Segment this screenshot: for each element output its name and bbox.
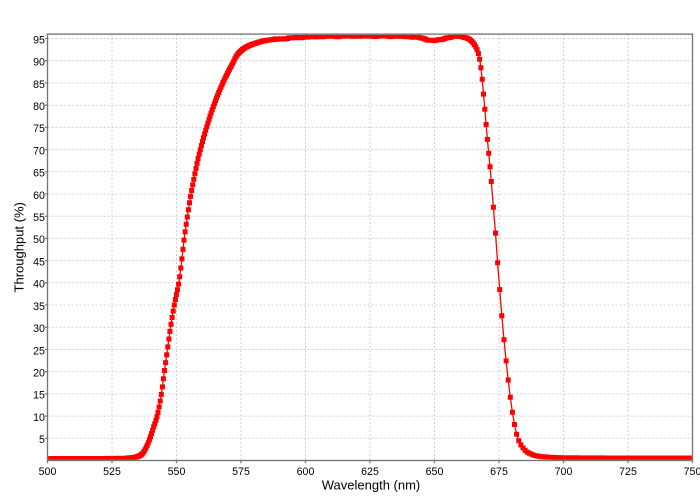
- svg-text:Wavelength (nm): Wavelength (nm): [322, 477, 421, 492]
- svg-text:45: 45: [33, 256, 45, 268]
- svg-text:35: 35: [33, 301, 45, 313]
- svg-text:15: 15: [33, 390, 45, 402]
- svg-text:70: 70: [33, 145, 45, 157]
- svg-text:550: 550: [168, 466, 186, 478]
- svg-text:500: 500: [39, 466, 57, 478]
- svg-text:700: 700: [555, 466, 573, 478]
- svg-text:95: 95: [33, 34, 45, 46]
- svg-text:90: 90: [33, 57, 45, 69]
- svg-text:65: 65: [33, 168, 45, 180]
- svg-text:625: 625: [361, 466, 379, 478]
- svg-text:75: 75: [33, 123, 45, 135]
- svg-text:600: 600: [297, 466, 315, 478]
- svg-text:80: 80: [33, 101, 45, 113]
- svg-text:50: 50: [33, 234, 45, 246]
- svg-text:30: 30: [33, 323, 45, 335]
- svg-text:525: 525: [103, 466, 121, 478]
- svg-text:675: 675: [490, 466, 508, 478]
- svg-text:85: 85: [33, 79, 45, 91]
- svg-text:20: 20: [33, 368, 45, 380]
- svg-text:725: 725: [619, 466, 637, 478]
- svg-text:575: 575: [232, 466, 250, 478]
- svg-text:Throughput (%): Throughput (%): [12, 202, 27, 292]
- svg-text:650: 650: [426, 466, 444, 478]
- svg-text:60: 60: [33, 190, 45, 202]
- svg-text:5: 5: [39, 434, 45, 446]
- svg-text:10: 10: [33, 412, 45, 424]
- svg-text:25: 25: [33, 345, 45, 357]
- svg-text:40: 40: [33, 279, 45, 291]
- svg-text:750: 750: [684, 466, 700, 478]
- svg-text:55: 55: [33, 212, 45, 224]
